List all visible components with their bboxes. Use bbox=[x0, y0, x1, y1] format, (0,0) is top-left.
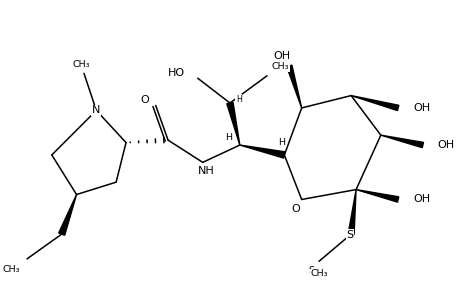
Text: OH: OH bbox=[412, 194, 429, 205]
Text: H: H bbox=[225, 133, 232, 142]
Text: S: S bbox=[308, 266, 313, 275]
Polygon shape bbox=[226, 102, 239, 145]
Polygon shape bbox=[59, 194, 76, 235]
Text: HO: HO bbox=[168, 68, 185, 78]
Text: O: O bbox=[140, 94, 149, 104]
Polygon shape bbox=[350, 96, 398, 111]
Text: CH₃: CH₃ bbox=[271, 62, 289, 71]
Polygon shape bbox=[380, 135, 423, 148]
Polygon shape bbox=[347, 190, 355, 234]
Text: OH: OH bbox=[437, 140, 454, 150]
Text: H: H bbox=[278, 138, 285, 147]
Text: OH: OH bbox=[412, 103, 429, 113]
Text: CH₃: CH₃ bbox=[73, 60, 90, 69]
Polygon shape bbox=[286, 65, 301, 108]
Text: CH₃: CH₃ bbox=[2, 265, 20, 274]
Text: NH: NH bbox=[198, 166, 214, 176]
Text: N: N bbox=[92, 105, 101, 116]
Polygon shape bbox=[355, 190, 398, 202]
Polygon shape bbox=[239, 145, 285, 158]
Text: OH: OH bbox=[273, 51, 290, 61]
Text: O: O bbox=[291, 204, 299, 214]
Text: S: S bbox=[346, 230, 353, 240]
Text: H: H bbox=[235, 94, 241, 103]
Text: CH₃: CH₃ bbox=[309, 269, 327, 278]
